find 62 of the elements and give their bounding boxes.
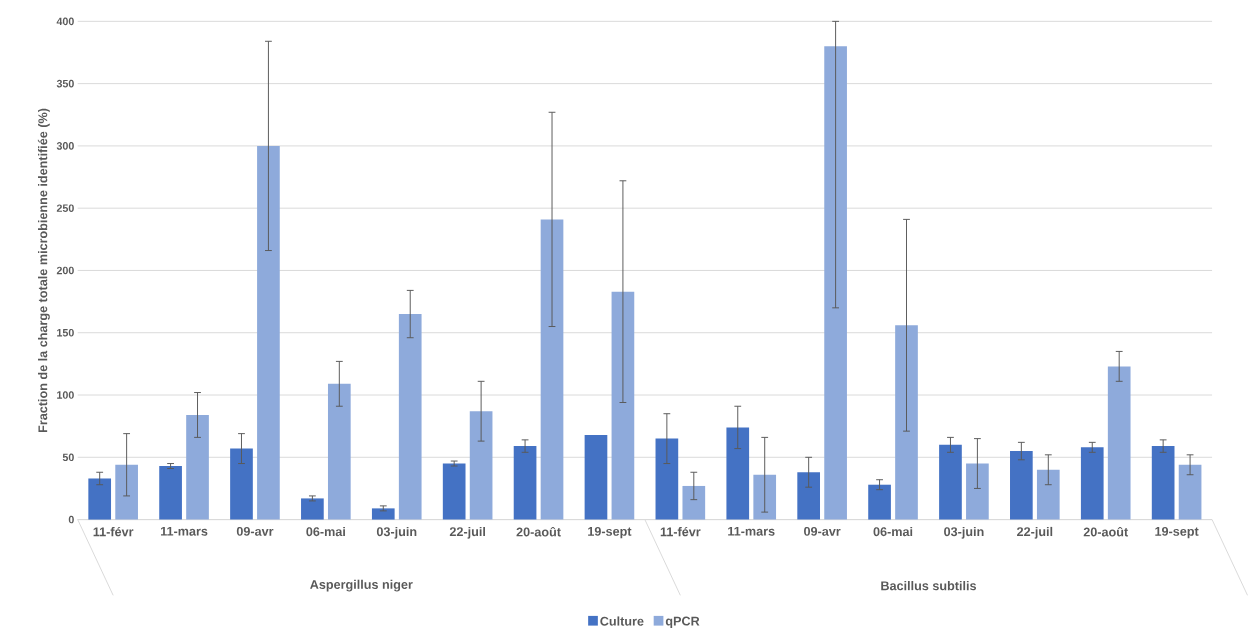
bar	[1080, 447, 1104, 520]
bar	[824, 46, 847, 520]
legend-label: qPCR	[665, 616, 700, 629]
x-tick-label: 19-sept	[1155, 526, 1199, 539]
x-tick-label: 09-avr	[804, 526, 841, 536]
x-tick-label: 20-août	[1083, 526, 1129, 537]
bar	[327, 383, 351, 520]
y-tick-label: 50	[62, 453, 74, 462]
bar	[398, 314, 422, 520]
text: Bacillus subtilis	[881, 581, 977, 591]
y-axis-title: Fraction de la charge totale microbienne identifiée (%)	[37, 108, 50, 433]
bar	[1010, 451, 1033, 520]
y-tick-label: 100	[57, 391, 74, 399]
bar	[682, 486, 706, 520]
bar	[115, 464, 138, 520]
bar	[753, 474, 777, 520]
y-tick-label: 150	[57, 329, 74, 337]
bar	[939, 444, 962, 520]
x-tick-label: 11-mars	[160, 526, 208, 536]
x-tick-label: 11-févr	[660, 526, 701, 537]
bar	[230, 448, 253, 520]
legend-label: Culture	[600, 616, 644, 626]
x-tick-label: 11-mars	[728, 526, 775, 536]
bar	[895, 325, 918, 520]
bar	[513, 446, 537, 520]
bar	[726, 427, 750, 520]
bar	[1107, 366, 1131, 520]
bar	[1178, 464, 1202, 520]
x-tick-label: 09-avr	[236, 526, 274, 536]
bar	[611, 291, 635, 520]
bar	[966, 463, 989, 520]
y-tick-label: 300	[56, 142, 74, 150]
bar	[88, 478, 112, 520]
bar	[442, 463, 466, 520]
y-tick-label: 200	[56, 266, 74, 275]
bar	[257, 145, 280, 520]
x-tick-label: 22-juil	[449, 526, 485, 539]
bar	[584, 434, 608, 520]
x-tick-label: 03-juin	[376, 526, 417, 539]
x-tick-label: 06-mai	[873, 526, 913, 537]
bar	[186, 415, 209, 520]
x-tick-label: 11-févr	[93, 526, 134, 537]
x-tick-label: 20-août	[516, 526, 561, 537]
bar	[159, 466, 182, 520]
text: Aspergillus niger	[310, 579, 413, 592]
bar	[655, 438, 679, 520]
bar	[868, 484, 891, 520]
bar	[1036, 469, 1060, 520]
y-tick-label: 350	[56, 79, 74, 88]
bar	[1151, 446, 1175, 520]
bar	[469, 411, 493, 520]
bar	[301, 498, 324, 520]
bar	[371, 508, 395, 520]
y-tick-label: 400	[56, 17, 74, 26]
bar	[540, 219, 564, 520]
bar	[797, 472, 821, 520]
x-tick-label: 22-juil	[1017, 526, 1053, 539]
y-tick-label: 250	[56, 204, 74, 213]
x-tick-label: 06-mai	[306, 526, 345, 537]
y-tick-label: 0	[68, 515, 74, 524]
x-tick-label: 19-sept	[588, 526, 632, 539]
x-tick-label: 03-juin	[944, 526, 984, 539]
